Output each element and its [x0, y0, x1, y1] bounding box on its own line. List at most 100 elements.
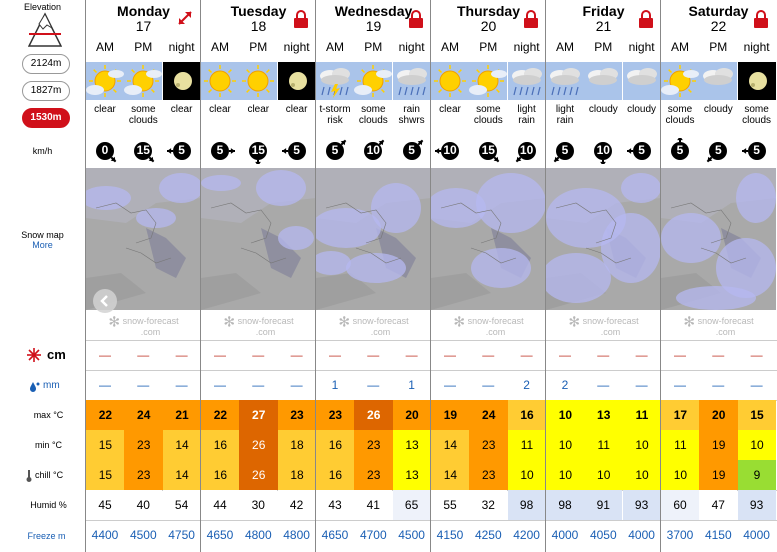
wind-speed: 15 [481, 143, 495, 157]
freeze-level-cell: 4200 [513, 528, 540, 542]
elevation-button-mid[interactable]: 1827m [22, 81, 70, 101]
weather-description-line: clear [209, 104, 231, 115]
snow-amount: — [329, 348, 341, 362]
weather-description-line: t-storm [319, 104, 351, 115]
min-temp-cell: 11 [584, 430, 624, 460]
wind-arrow-icon: 5 [623, 138, 661, 164]
snow-amount: — [520, 348, 533, 362]
snow-amount: — [444, 348, 456, 362]
min-temp-cell: 23 [354, 430, 394, 460]
wind-speed: 10 [443, 143, 457, 157]
chevron-left-icon [100, 295, 108, 307]
weather-description-line: clear [170, 104, 193, 115]
max-temp-cell: 20 [699, 400, 739, 430]
snow-map-image[interactable] [316, 168, 431, 310]
rain-icon [507, 62, 546, 100]
day-name: Monday [117, 3, 170, 19]
snow-amount: — [597, 348, 610, 362]
min-temp-cell: 23 [469, 430, 509, 460]
rain-icon [392, 62, 431, 100]
chill-temp-cell: 15 [86, 460, 125, 490]
wind-arrow-icon: 5 [393, 138, 431, 164]
expand-icon[interactable] [176, 9, 194, 27]
snow-map-image[interactable] [431, 168, 546, 310]
day-column-tuesday: Tuesday 18 AM clear 5— —22 16 16 44 4650 PM clea… [200, 0, 317, 552]
freeze-level-cell: 4800 [283, 528, 310, 542]
humidity-cell: 32 [469, 490, 508, 520]
day-name: Wednesday [334, 3, 413, 19]
wind-arrow-icon: 5 [661, 136, 699, 164]
snow-amount: — [674, 348, 686, 362]
chill-temp-cell: 16 [316, 460, 355, 490]
freeze-level-cell: 4000 [743, 528, 770, 542]
period-label: night [513, 40, 540, 54]
elevation-button-bottom[interactable]: 1530m [22, 108, 70, 128]
weather-description-line: clear [247, 104, 270, 115]
weather-description-line: light [555, 104, 575, 115]
day-name: Tuesday [230, 3, 287, 19]
weather-description-line: cloudy [703, 104, 733, 115]
logo-text: snow-forecast [237, 316, 294, 326]
snow-map-image[interactable] [546, 168, 661, 310]
rain-row-header: mm [30, 380, 80, 394]
sun-cloud-icon [469, 62, 508, 100]
humidity-label: Humid % [30, 500, 67, 510]
chill-temp-cell: 10 [622, 460, 662, 490]
snow-map-image[interactable] [661, 168, 776, 310]
weather-description: clear [431, 104, 469, 115]
min-temp-cell: 10 [622, 430, 662, 460]
weather-description-line: some [476, 104, 501, 115]
site-logo: ✻ snow-forecast .com [453, 313, 524, 337]
snow-amount: — [559, 348, 571, 362]
wind-speed: 10 [519, 143, 534, 157]
site-logo: ✻ snow-forecast .com [568, 313, 639, 337]
weather-description-line: rain [556, 115, 574, 126]
day-number: 17 [135, 18, 152, 34]
wind-speed: 15 [251, 143, 265, 157]
day-number: 21 [595, 18, 612, 34]
snow-amount: — [290, 348, 303, 362]
lock-icon[interactable] [293, 10, 309, 28]
weather-description-line: some [131, 104, 156, 115]
rain-amount: — [137, 378, 150, 392]
weather-description: clear [86, 104, 124, 115]
humidity-cell: 93 [737, 490, 776, 520]
logo-text: snow-forecast [122, 316, 179, 326]
max-temp-label: max °C [33, 410, 64, 420]
snow-map-more-link[interactable]: More [32, 240, 53, 250]
min-temp-cell: 11 [661, 430, 700, 460]
day-header: Tuesday 18 [201, 0, 316, 36]
map-back-button[interactable] [93, 289, 117, 313]
wind-arrow-icon: 15 [124, 138, 162, 164]
wind-arrow-icon: 5 [163, 138, 201, 164]
lock-icon[interactable] [753, 10, 769, 28]
chill-temp-cell: 14 [162, 460, 202, 490]
rain-icon [546, 62, 584, 100]
wind-speed: 5 [676, 143, 684, 157]
freeze-level-cell: 4050 [589, 528, 617, 542]
day-name: Thursday [456, 3, 520, 19]
weather-description: cloudy [584, 104, 622, 115]
wind-arrow-icon: 5 [738, 138, 776, 164]
weather-description-line: clear [439, 104, 461, 115]
min-temp-cell: 18 [277, 430, 317, 460]
sun-cloud-icon [86, 62, 124, 100]
lock-icon[interactable] [523, 10, 539, 28]
site-logo: ✻ snow-forecast .com [108, 313, 179, 337]
elevation-button-top[interactable]: 2124m [22, 54, 70, 74]
moon-icon [162, 62, 201, 100]
logo-text: snow-forecast [467, 316, 524, 326]
day-header: Saturday 22 [661, 0, 776, 36]
cloud-icon [699, 62, 738, 100]
snow-map-image[interactable] [201, 168, 316, 310]
chill-temp-cell: 10 [507, 460, 547, 490]
weather-description: light rain [508, 104, 546, 126]
rain-amount: — [214, 378, 226, 392]
lock-icon[interactable] [408, 10, 424, 28]
weather-description-line: some [744, 104, 769, 115]
lock-icon[interactable] [638, 10, 654, 28]
weather-description-line: clouds [665, 115, 695, 126]
chill-temp-cell: 13 [392, 460, 432, 490]
rain-unit: mm [43, 380, 60, 391]
wind-speed: 5 [408, 143, 415, 157]
